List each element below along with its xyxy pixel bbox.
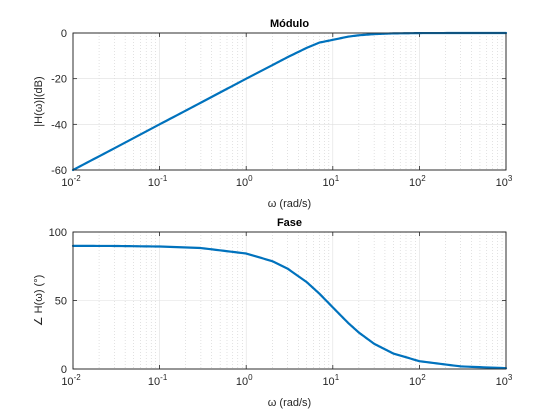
phase-x-axis-label: ω (rad/s): [268, 397, 311, 409]
magnitude-x-tick-label: 101: [322, 174, 339, 189]
magnitude-plot-title: Módulo: [270, 18, 309, 30]
magnitude-axes-frame: [72, 32, 507, 171]
phase-x-tick-label: 10-1: [148, 373, 168, 388]
phase-plot-title: Fase: [277, 217, 302, 229]
magnitude-y-tick-label: -40: [51, 119, 67, 131]
magnitude-plot: 10-2 10-1 100 101 102 103 -60 -40 -20 0: [51, 28, 513, 189]
phase-y-tick-label: 50: [55, 296, 67, 308]
magnitude-y-tick-label: 0: [61, 28, 67, 40]
phase-axes-frame: [72, 231, 507, 370]
phase-y-axis-label: ∠ H(ω) (°): [33, 275, 45, 327]
phase-y-tick-label: 100: [49, 227, 67, 239]
magnitude-x-tick-label: 10-2: [61, 174, 81, 189]
phase-x-tick-label: 10-2: [61, 373, 81, 388]
phase-x-tick-label: 103: [496, 373, 513, 388]
magnitude-x-tick-label: 103: [496, 174, 513, 189]
magnitude-x-tick-label: 100: [236, 174, 253, 189]
phase-x-tick-label: 102: [409, 373, 426, 388]
magnitude-y-axis-label: |H(ω)|(dB): [33, 76, 45, 126]
magnitude-x-tick-label: 10-1: [148, 174, 168, 189]
magnitude-x-tick-label: 102: [409, 174, 426, 189]
phase-x-tick-label: 101: [322, 373, 339, 388]
phase-series-line: [71, 244, 508, 370]
phase-x-tick-label: 100: [236, 373, 253, 388]
phase-plot: 10-2 10-1 100 101 102 103 0 50 100: [49, 227, 513, 388]
magnitude-axes-box: [72, 32, 507, 171]
magnitude-y-tick-label: -60: [51, 165, 67, 177]
magnitude-x-axis-label: ω (rad/s): [268, 198, 311, 210]
magnitude-y-tick-label: -20: [51, 74, 67, 86]
phase-y-tick-label: 0: [61, 364, 67, 376]
